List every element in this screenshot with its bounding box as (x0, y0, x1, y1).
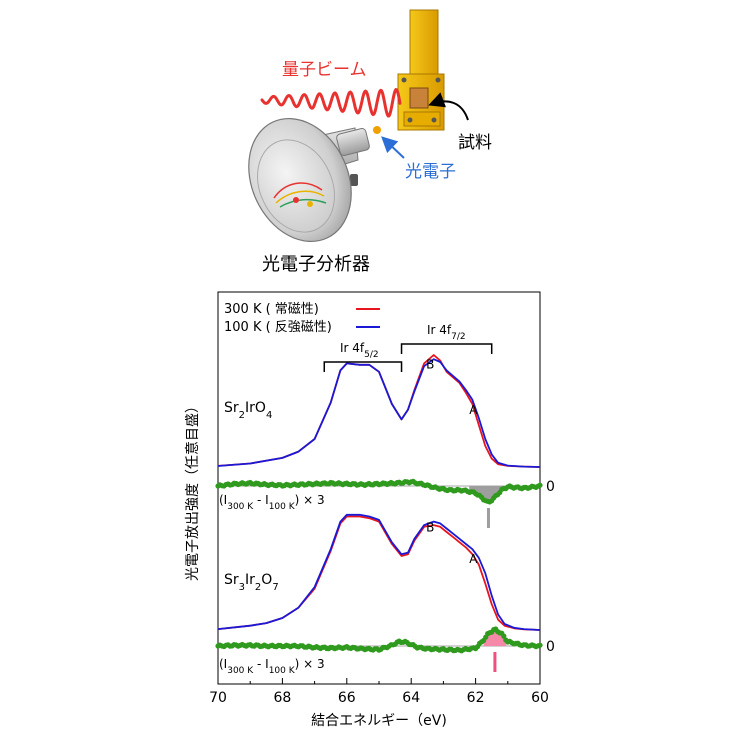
difference-point (537, 642, 543, 648)
photoelectron-label: 光電子 (405, 162, 456, 182)
bracket-4f52 (323, 361, 403, 372)
difference-points-sr2iro4 (215, 478, 543, 505)
legend: 300 K ( 常磁性) 100 K ( 反強磁性) (224, 302, 380, 335)
sample-label: 試料 (458, 133, 492, 153)
difference-point (501, 633, 507, 639)
legend-label-100k: 100 K ( 反強磁性) (224, 320, 332, 335)
legend-label-300k: 300 K ( 常磁性) (224, 302, 319, 317)
x-tick-label: 70 (209, 690, 227, 706)
compound-label-sr3ir2o7: Sr3Ir2O7 (224, 572, 279, 593)
peak-label-a-sr2iro4: A (469, 403, 478, 417)
difference-points-sr3ir2o7 (215, 626, 543, 654)
compound-label-sr2iro4: Sr2IrO4 (224, 400, 272, 421)
x-tick-label: 68 (273, 690, 291, 706)
sample-arrow (428, 92, 469, 121)
experiment-illustration: 量子ビーム 光電子 試料 光電子分析器 (248, 9, 492, 275)
spectrum-line-sr3ir2o7-100k (217, 513, 541, 631)
difference-label-sr3ir2o7: (I300 K - I100 K) × 3 (219, 657, 325, 676)
x-tick-label: 60 (531, 690, 549, 706)
x-tick-label: 62 (467, 690, 485, 706)
peak-label-a-sr3ir2o7: A (469, 552, 478, 566)
zero-label-sr2iro4: 0 (546, 479, 555, 495)
difference-label-sr2iro4: (I300 K - I100 K) × 3 (219, 493, 325, 512)
peak-label-b-sr2iro4: B (426, 358, 434, 372)
spectrum-line-sr2iro4-100k (217, 358, 541, 468)
y-axis-label: 光電子放出強度（任意目盛） (184, 399, 201, 581)
analyzer-icon (248, 117, 370, 243)
peak-label-b-sr3ir2o7: B (426, 520, 434, 534)
xps-chart: 0 B A 0 B A 70 68 66 64 62 60 300 K ( 常磁性) 100 K ( … (184, 291, 555, 729)
x-axis-label: 結合エネルギー（eV) (311, 713, 447, 729)
bracket-label-4f72: Ir 4f7/2 (427, 323, 466, 342)
photoelectron-dot (373, 126, 381, 134)
beam-label: 量子ビーム (282, 60, 367, 80)
difference-point (537, 482, 543, 488)
difference-shade-sr2iro4 (469, 486, 508, 503)
bracket-4f72 (400, 343, 493, 354)
bracket-label-4f52: Ir 4f5/2 (340, 341, 379, 360)
analyzer-label: 光電子分析器 (262, 254, 370, 275)
x-tick-label: 66 (338, 690, 356, 706)
quantum-beam-icon: 量子ビーム (260, 60, 402, 118)
photoelectron-arrow (381, 136, 405, 159)
zero-label-sr3ir2o7: 0 (546, 639, 555, 655)
x-tick-label: 64 (402, 690, 420, 706)
sample-holder-icon (397, 9, 445, 131)
